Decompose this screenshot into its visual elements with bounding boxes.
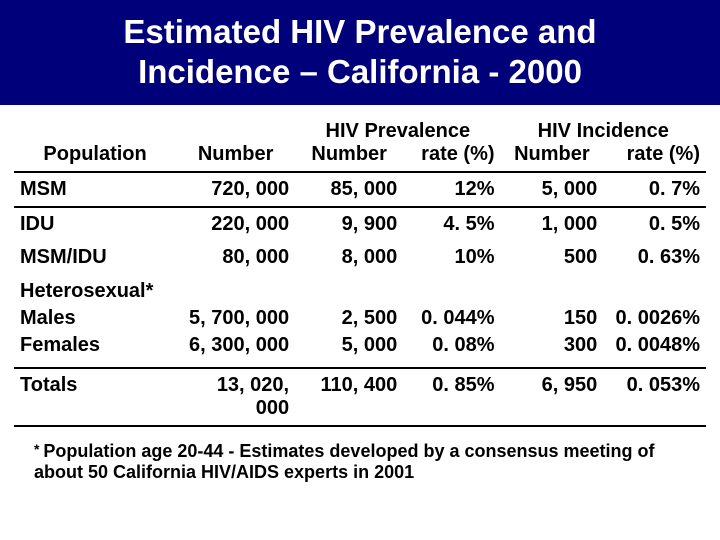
- cell-pr-l2: 0. 08%: [432, 334, 494, 356]
- cell-inc-rate: 0. 7%: [603, 172, 706, 207]
- cell-pop: IDU: [14, 207, 176, 241]
- cell-inc-num: 150 300: [501, 274, 604, 368]
- title-block: Estimated HIV Prevalence and Incidence –…: [0, 0, 720, 105]
- cell-in-l1: 150: [564, 307, 597, 329]
- cell-inc-rate: 0. 63%: [603, 241, 706, 274]
- cell-num: 80, 000: [176, 241, 295, 274]
- cell-prev-num: 8, 000: [295, 241, 403, 274]
- cell-num-l2: 6, 300, 000: [189, 334, 289, 356]
- cell-pop-l1: Heterosexual*: [20, 280, 153, 302]
- cell-inc-rate: 0. 053%: [603, 368, 706, 426]
- table-row: MSM/IDU 80, 000 8, 000 10% 500 0. 63%: [14, 241, 706, 274]
- cell-inc-rate: 0. 0026% 0. 0048%: [603, 274, 706, 368]
- table-row: IDU 220, 000 9, 900 4. 5% 1, 000 0. 5%: [14, 207, 706, 241]
- cell-pop: MSM/IDU: [14, 241, 176, 274]
- cell-prev-num: 9, 900: [295, 207, 403, 241]
- table-row: Heterosexual* Males Females 5, 700, 000 …: [14, 274, 706, 368]
- cell-prev-num: 2, 500 5, 000: [295, 274, 403, 368]
- header-population: Population: [14, 143, 176, 172]
- title-line-1: Estimated HIV Prevalence and: [123, 13, 596, 50]
- cell-inc-num: 5, 000: [501, 172, 604, 207]
- header-prev-rate: rate (%): [403, 143, 500, 172]
- header-group-row: HIV Prevalence HIV Incidence: [14, 115, 706, 143]
- cell-pop-l3: Females: [20, 334, 100, 356]
- table-row: MSM 720, 000 85, 000 12% 5, 000 0. 7%: [14, 172, 706, 207]
- header-sub-row: Population Number Number rate (%) Number…: [14, 143, 706, 172]
- cell-prev-num: 110, 400: [295, 368, 403, 426]
- footnote-asterisk: *: [34, 441, 43, 457]
- cell-num: 13, 020, 000: [176, 368, 295, 426]
- header-inc-number: Number: [501, 143, 604, 172]
- cell-inc-num: 1, 000: [501, 207, 604, 241]
- cell-prev-rate: 12%: [403, 172, 500, 207]
- footnote-text: Population age 20-44 - Estimates develop…: [34, 441, 655, 482]
- prevalence-table: HIV Prevalence HIV Incidence Population …: [14, 115, 706, 427]
- header-number: Number: [176, 143, 295, 172]
- footnote: * Population age 20-44 - Estimates devel…: [0, 427, 720, 483]
- cell-prev-rate: 10%: [403, 241, 500, 274]
- cell-ir-l2: 0. 0048%: [615, 334, 700, 356]
- header-incidence-group: HIV Incidence: [501, 115, 706, 143]
- table-container: HIV Prevalence HIV Incidence Population …: [0, 105, 720, 427]
- cell-pn-l2: 5, 000: [342, 334, 398, 356]
- cell-num: 720, 000: [176, 172, 295, 207]
- cell-prev-rate: 4. 5%: [403, 207, 500, 241]
- cell-pn-l1: 2, 500: [342, 307, 398, 329]
- header-prevalence-group: HIV Prevalence: [295, 115, 500, 143]
- cell-pop: Totals: [14, 368, 176, 426]
- header-inc-rate: rate (%): [603, 143, 706, 172]
- title-line-2: Incidence – California - 2000: [138, 53, 582, 90]
- cell-pop: MSM: [14, 172, 176, 207]
- header-prev-number: Number: [295, 143, 403, 172]
- cell-inc-rate: 0. 5%: [603, 207, 706, 241]
- cell-num-l1: 5, 700, 000: [189, 307, 289, 329]
- cell-in-l2: 300: [564, 334, 597, 356]
- cell-pop-l2: Males: [20, 307, 76, 329]
- cell-inc-num: 6, 950: [501, 368, 604, 426]
- cell-num: 5, 700, 000 6, 300, 000: [176, 274, 295, 368]
- cell-num: 220, 000: [176, 207, 295, 241]
- table-row-totals: Totals 13, 020, 000 110, 400 0. 85% 6, 9…: [14, 368, 706, 426]
- cell-prev-rate: 0. 044% 0. 08%: [403, 274, 500, 368]
- cell-prev-rate: 0. 85%: [403, 368, 500, 426]
- page-title: Estimated HIV Prevalence and Incidence –…: [30, 12, 690, 91]
- cell-prev-num: 85, 000: [295, 172, 403, 207]
- cell-pr-l1: 0. 044%: [421, 307, 494, 329]
- cell-ir-l1: 0. 0026%: [615, 307, 700, 329]
- cell-inc-num: 500: [501, 241, 604, 274]
- cell-pop: Heterosexual* Males Females: [14, 274, 176, 368]
